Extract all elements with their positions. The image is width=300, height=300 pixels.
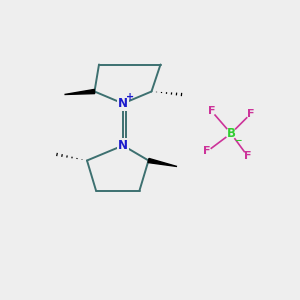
Text: F: F: [208, 106, 215, 116]
Text: B: B: [226, 127, 236, 140]
Text: F: F: [247, 109, 254, 119]
Text: F: F: [244, 151, 251, 161]
Text: −: −: [234, 136, 241, 145]
Text: F: F: [203, 146, 211, 157]
Polygon shape: [64, 89, 95, 94]
Polygon shape: [148, 158, 177, 166]
Text: N: N: [118, 97, 128, 110]
Text: +: +: [126, 92, 135, 102]
Text: N: N: [118, 139, 128, 152]
